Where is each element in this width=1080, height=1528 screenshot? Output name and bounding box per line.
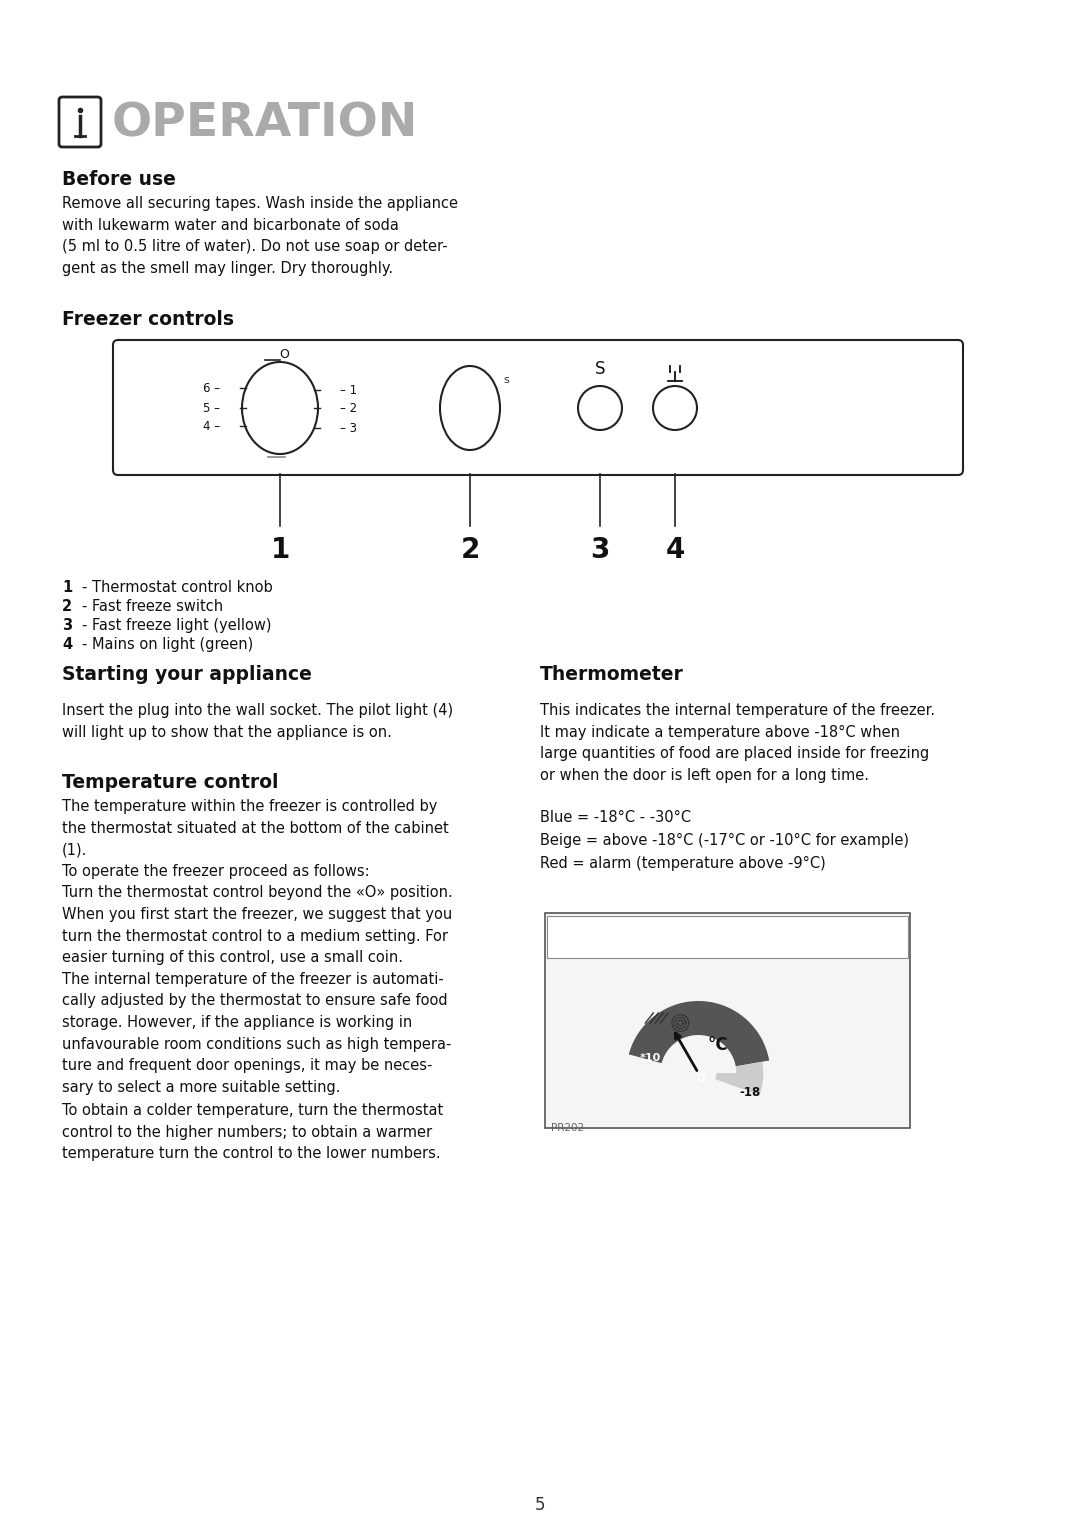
Text: 4 –: 4 –: [203, 420, 220, 432]
Circle shape: [578, 387, 622, 429]
Text: – 2: – 2: [340, 402, 357, 414]
Text: 1: 1: [62, 581, 72, 594]
Text: - Fast freeze light (yellow): - Fast freeze light (yellow): [82, 617, 271, 633]
Text: Freezer controls: Freezer controls: [62, 310, 234, 329]
Polygon shape: [629, 1001, 769, 1071]
Text: 3: 3: [591, 536, 610, 564]
Polygon shape: [661, 1034, 737, 1073]
Text: s: s: [503, 374, 509, 385]
Bar: [546, 915, 908, 958]
Text: 0: 0: [696, 1073, 704, 1085]
Text: 4: 4: [665, 536, 685, 564]
Text: PR202: PR202: [551, 1123, 584, 1132]
Text: Before use: Before use: [62, 170, 176, 189]
Text: OPERATION: OPERATION: [112, 101, 418, 147]
Polygon shape: [715, 1062, 764, 1096]
FancyBboxPatch shape: [59, 96, 102, 147]
Text: Temperature control: Temperature control: [62, 773, 279, 792]
Text: 6 –: 6 –: [203, 382, 220, 394]
Text: – 1: – 1: [340, 384, 357, 396]
Text: 5: 5: [535, 1496, 545, 1514]
Bar: [545, 914, 910, 1128]
Text: Thermometer: Thermometer: [540, 665, 684, 685]
Circle shape: [653, 387, 697, 429]
Text: Starting your appliance: Starting your appliance: [62, 665, 312, 685]
FancyBboxPatch shape: [113, 341, 963, 475]
Text: 5 –: 5 –: [203, 402, 220, 414]
Ellipse shape: [242, 362, 318, 454]
Text: 1: 1: [270, 536, 289, 564]
Text: Blue = -18°C - -30°C
Beige = above -18°C (-17°C or -10°C for example)
Red = alar: Blue = -18°C - -30°C Beige = above -18°C…: [540, 810, 909, 871]
Ellipse shape: [440, 367, 500, 451]
Text: S: S: [595, 361, 605, 377]
Text: Remove all securing tapes. Wash inside the appliance
with lukewarm water and bic: Remove all securing tapes. Wash inside t…: [62, 196, 458, 275]
Text: °C: °C: [708, 1036, 729, 1054]
Text: O: O: [279, 347, 289, 361]
Text: 2: 2: [62, 599, 72, 614]
Text: - Mains on light (green): - Mains on light (green): [82, 637, 253, 652]
Text: - Fast freeze switch: - Fast freeze switch: [82, 599, 224, 614]
Text: -18: -18: [740, 1086, 761, 1100]
Text: The temperature within the freezer is controlled by
the thermostat situated at t: The temperature within the freezer is co…: [62, 799, 453, 1094]
Text: 3: 3: [62, 617, 72, 633]
Text: - Thermostat control knob: - Thermostat control knob: [82, 581, 273, 594]
Text: 2: 2: [460, 536, 480, 564]
Text: *10: *10: [639, 1053, 661, 1063]
Text: 4: 4: [62, 637, 72, 652]
Text: To obtain a colder temperature, turn the thermostat
control to the higher number: To obtain a colder temperature, turn the…: [62, 1103, 443, 1161]
Text: This indicates the internal temperature of the freezer.
It may indicate a temper: This indicates the internal temperature …: [540, 703, 935, 782]
Text: – 3: – 3: [340, 422, 357, 434]
Text: Insert the plug into the wall socket. The pilot light (4)
will light up to show : Insert the plug into the wall socket. Th…: [62, 703, 454, 740]
